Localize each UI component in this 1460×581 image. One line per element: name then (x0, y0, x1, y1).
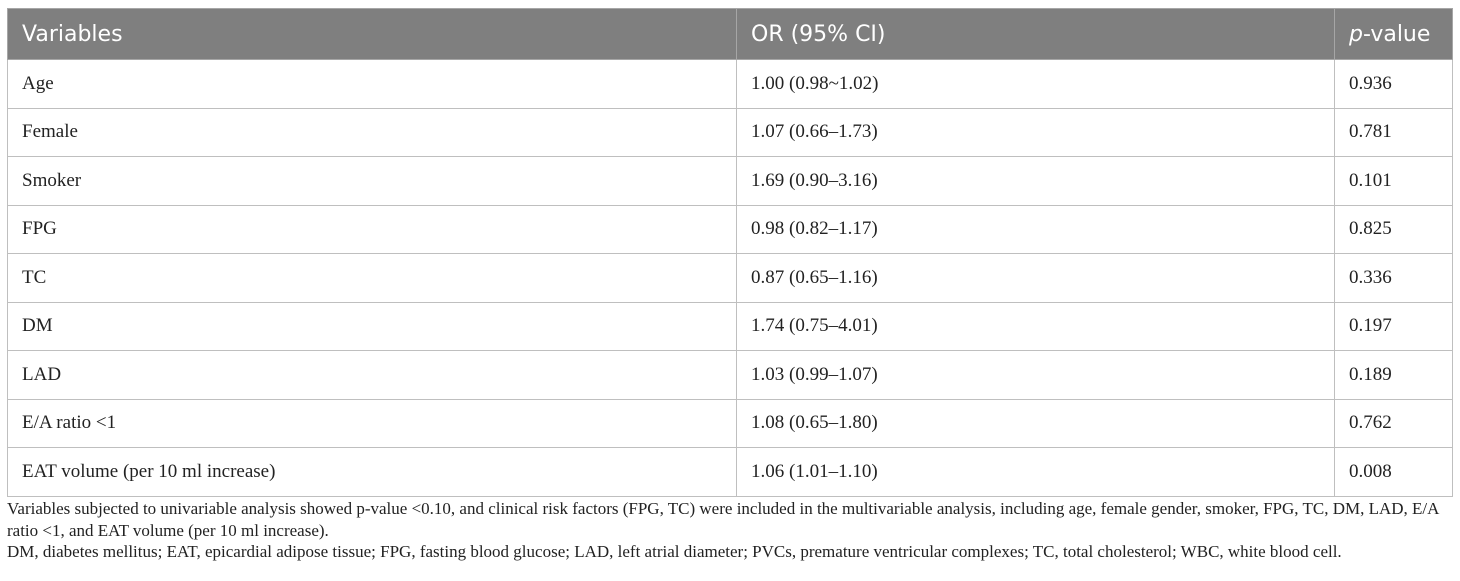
footnote-analysis: Variables subjected to univariable analy… (7, 499, 1439, 540)
table-row: E/A ratio <1 1.08 (0.65–1.80) 0.762 (7, 398, 1453, 448)
cell-p-value: 0.336 (1334, 253, 1453, 303)
table-row: Age 1.00 (0.98~1.02) 0.936 (7, 59, 1453, 109)
header-p-italic: p (1349, 21, 1363, 47)
table-header-row: Variables OR (95% CI) p-value (7, 8, 1453, 60)
cell-p-value: 0.189 (1334, 350, 1453, 400)
results-table-container: Variables OR (95% CI) p-value Age 1.00 (… (7, 8, 1453, 497)
header-p-rest: -value (1362, 21, 1431, 47)
header-p-value: p-value (1334, 8, 1453, 60)
cell-p-value: 0.197 (1334, 301, 1453, 351)
cell-p-value: 0.936 (1334, 59, 1453, 109)
table-footnotes: Variables subjected to univariable analy… (7, 498, 1455, 563)
cell-variable: Age (7, 59, 737, 109)
cell-or-ci: 1.08 (0.65–1.80) (736, 398, 1335, 448)
cell-or-ci: 1.03 (0.99–1.07) (736, 350, 1335, 400)
cell-variable: E/A ratio <1 (7, 398, 737, 448)
table-row: Female 1.07 (0.66–1.73) 0.781 (7, 107, 1453, 157)
table-row: EAT volume (per 10 ml increase) 1.06 (1.… (7, 447, 1453, 497)
cell-p-value: 0.762 (1334, 398, 1453, 448)
table-row: FPG 0.98 (0.82–1.17) 0.825 (7, 204, 1453, 254)
cell-p-value: 0.008 (1334, 447, 1453, 497)
cell-p-value: 0.781 (1334, 107, 1453, 157)
table-row: TC 0.87 (0.65–1.16) 0.336 (7, 253, 1453, 303)
cell-or-ci: 0.87 (0.65–1.16) (736, 253, 1335, 303)
cell-or-ci: 1.00 (0.98~1.02) (736, 59, 1335, 109)
table-row: LAD 1.03 (0.99–1.07) 0.189 (7, 350, 1453, 400)
table-row: Smoker 1.69 (0.90–3.16) 0.101 (7, 156, 1453, 206)
cell-or-ci: 1.07 (0.66–1.73) (736, 107, 1335, 157)
cell-variable: TC (7, 253, 737, 303)
cell-or-ci: 0.98 (0.82–1.17) (736, 204, 1335, 254)
cell-or-ci: 1.06 (1.01–1.10) (736, 447, 1335, 497)
cell-or-ci: 1.69 (0.90–3.16) (736, 156, 1335, 206)
multivariable-analysis-table: Variables OR (95% CI) p-value Age 1.00 (… (7, 8, 1453, 497)
footnote-abbreviations: DM, diabetes mellitus; EAT, epicardial a… (7, 542, 1342, 561)
cell-variable: Smoker (7, 156, 737, 206)
header-or-ci: OR (95% CI) (736, 8, 1335, 60)
cell-p-value: 0.825 (1334, 204, 1453, 254)
cell-variable: Female (7, 107, 737, 157)
cell-or-ci: 1.74 (0.75–4.01) (736, 301, 1335, 351)
cell-p-value: 0.101 (1334, 156, 1453, 206)
header-variables: Variables (7, 8, 737, 60)
cell-variable: LAD (7, 350, 737, 400)
table-row: DM 1.74 (0.75–4.01) 0.197 (7, 301, 1453, 351)
cell-variable: EAT volume (per 10 ml increase) (7, 447, 737, 497)
cell-variable: DM (7, 301, 737, 351)
cell-variable: FPG (7, 204, 737, 254)
